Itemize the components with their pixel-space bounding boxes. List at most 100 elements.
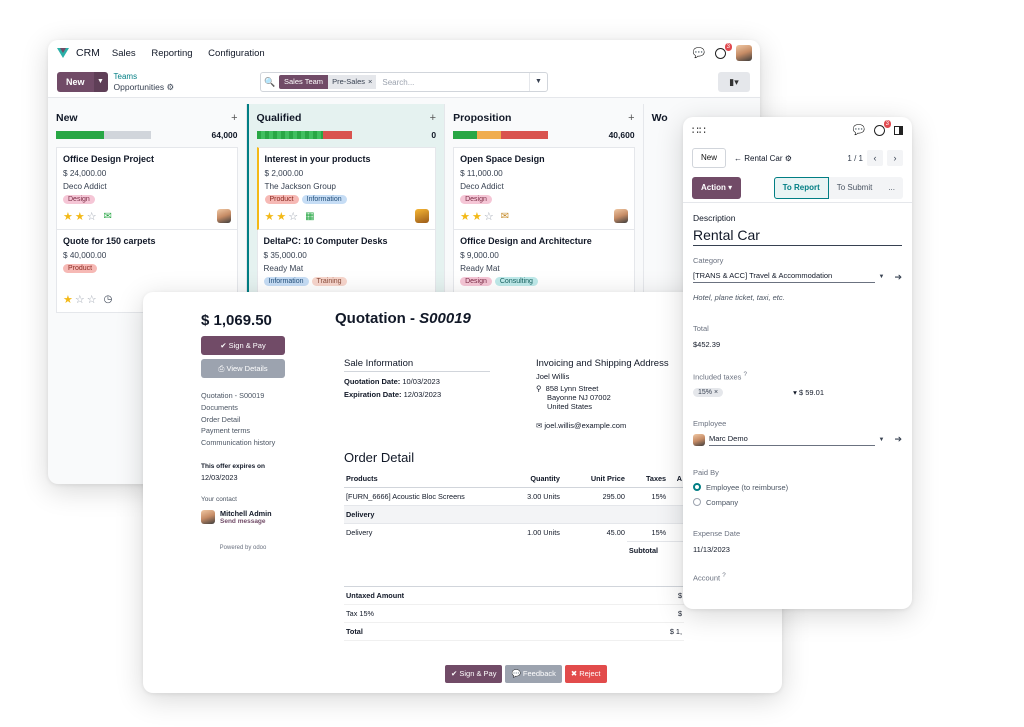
pager-next-button[interactable]: › bbox=[887, 150, 903, 166]
tag: Information bbox=[263, 277, 309, 286]
col-unit-price: Unit Price bbox=[561, 470, 627, 488]
step-to-report[interactable]: To Report bbox=[773, 176, 829, 199]
nav-link-payment-terms[interactable]: Payment terms bbox=[201, 426, 251, 436]
tax-tag[interactable]: 15% × bbox=[693, 387, 724, 397]
caret-down-icon[interactable]: ▼ bbox=[878, 436, 885, 443]
star-empty-icon[interactable]: ☆ bbox=[288, 211, 299, 223]
totals-block: Untaxed Amount $ Tax 15% $ Total $ 1, bbox=[344, 586, 684, 641]
star-icon[interactable]: ★ bbox=[264, 211, 275, 223]
salesperson-avatar[interactable] bbox=[415, 209, 430, 223]
step-more[interactable]: ... bbox=[888, 182, 895, 192]
view-details-button[interactable]: ⎙ View Details bbox=[201, 359, 285, 378]
tag: Product bbox=[63, 264, 98, 273]
menu-configuration[interactable]: Configuration bbox=[208, 47, 265, 59]
kanban-card[interactable]: Interest in your products $ 2,000.00 The… bbox=[256, 147, 437, 230]
customer-email[interactable]: joel.willis@example.com bbox=[544, 421, 627, 430]
nav-link-quotation[interactable]: Quotation - S00019 bbox=[201, 391, 265, 400]
powered-by[interactable]: Powered by odoo bbox=[219, 544, 267, 551]
gear-icon[interactable]: ⚙ bbox=[166, 81, 175, 92]
star-icon[interactable]: ★ bbox=[276, 211, 287, 223]
caret-down-icon[interactable]: ▼ bbox=[878, 274, 885, 280]
star-empty-icon[interactable]: ☆ bbox=[86, 211, 97, 223]
nav-link-order-detail[interactable]: Order Detail bbox=[201, 414, 241, 424]
tag: Information bbox=[301, 195, 347, 204]
activity-clock-icon[interactable]: 3 bbox=[715, 42, 732, 59]
pager-prev-button[interactable]: ‹ bbox=[867, 150, 883, 166]
total-field[interactable]: $452.39 bbox=[693, 340, 721, 349]
action-button[interactable]: Action ▾ bbox=[692, 176, 742, 199]
clock-icon[interactable]: ◷ bbox=[103, 294, 113, 305]
employee-field[interactable]: Marc Demo bbox=[709, 434, 875, 446]
send-message-link[interactable]: Send message bbox=[220, 517, 266, 525]
salesperson-avatar[interactable] bbox=[613, 209, 628, 223]
column-progress[interactable]: 64,000 bbox=[56, 130, 238, 140]
paid-by-company-radio[interactable]: Company bbox=[693, 498, 902, 507]
new-button-label[interactable]: New bbox=[57, 71, 94, 92]
salesperson-avatar[interactable] bbox=[216, 209, 231, 223]
help-tooltip-icon[interactable]: ? bbox=[722, 571, 726, 579]
star-icon[interactable]: ★ bbox=[63, 294, 73, 306]
col-products: Products bbox=[344, 470, 499, 488]
kanban-card[interactable]: Office Design Project $ 24,000.00 Deco A… bbox=[56, 147, 238, 230]
search-input[interactable]: Search... bbox=[382, 77, 415, 87]
user-avatar[interactable] bbox=[736, 45, 752, 61]
chat-icon[interactable]: 💬 bbox=[692, 47, 705, 59]
category-field[interactable]: [TRANS & ACC] Travel & Accommodation bbox=[693, 271, 875, 283]
sign-pay-button[interactable]: ✔ Sign & Pay bbox=[201, 336, 285, 355]
internal-link-icon[interactable]: ➔ bbox=[894, 271, 902, 282]
pager-value: 1 / 1 bbox=[847, 153, 863, 163]
chat-icon[interactable]: 💬 bbox=[852, 124, 865, 136]
star-empty-icon[interactable]: ☆ bbox=[483, 211, 494, 223]
paid-by-employee-radio[interactable]: Employee (to reimburse) bbox=[693, 483, 902, 492]
apps-grid-icon[interactable]: ∷∷ bbox=[692, 124, 706, 137]
sidebar-toggle-icon[interactable] bbox=[894, 125, 903, 135]
menu-sales[interactable]: Sales bbox=[111, 47, 136, 59]
feedback-button[interactable]: 💬 Feedback bbox=[505, 665, 562, 683]
new-button[interactable]: New ▼ bbox=[57, 71, 108, 92]
description-input[interactable]: Rental Car bbox=[693, 227, 902, 246]
envelope-icon[interactable]: ✉ bbox=[500, 211, 510, 222]
star-icon[interactable]: ★ bbox=[74, 211, 85, 223]
quotation-title: Quotation - S00019 bbox=[335, 310, 471, 327]
search-facet-value[interactable]: Pre-Sales × bbox=[328, 75, 377, 89]
star-empty-icon[interactable]: ☆ bbox=[86, 294, 97, 306]
column-progress[interactable]: 0 bbox=[256, 130, 436, 140]
internal-link-icon[interactable]: ➔ bbox=[894, 434, 902, 444]
reject-button[interactable]: ✖ Reject bbox=[564, 665, 607, 683]
quick-create-icon[interactable]: + bbox=[231, 112, 238, 124]
star-icon[interactable]: ★ bbox=[460, 211, 470, 223]
new-button[interactable]: New bbox=[692, 148, 727, 168]
star-icon[interactable]: ★ bbox=[63, 211, 73, 223]
star-empty-icon[interactable]: ☆ bbox=[74, 294, 85, 306]
help-tooltip-icon[interactable]: ? bbox=[743, 371, 747, 378]
bottom-sign-pay-button[interactable]: ✔ Sign & Pay bbox=[445, 665, 503, 683]
sheet-icon[interactable]: ▦ bbox=[305, 211, 315, 222]
gear-icon[interactable]: ⚙ bbox=[784, 153, 792, 163]
step-to-submit[interactable]: To Submit bbox=[836, 182, 873, 192]
tag-remove-icon[interactable]: × bbox=[713, 388, 719, 396]
quick-create-icon[interactable]: + bbox=[628, 112, 635, 124]
nav-link-communication[interactable]: Communication history bbox=[201, 438, 276, 448]
kanban-card[interactable]: Open Space Design $ 11,000.00 Deco Addic… bbox=[453, 147, 635, 230]
app-name[interactable]: CRM bbox=[76, 47, 100, 59]
back-arrow-icon[interactable]: ← bbox=[734, 153, 743, 163]
quick-create-icon[interactable]: + bbox=[429, 112, 437, 124]
column-progress[interactable]: 40,600 bbox=[453, 130, 635, 140]
breadcrumb-teams[interactable]: Teams bbox=[113, 71, 138, 81]
menu-reporting[interactable]: Reporting bbox=[151, 47, 193, 59]
expense-date-field[interactable]: 11/13/2023 bbox=[693, 544, 730, 554]
envelope-icon[interactable]: ✉ bbox=[103, 211, 113, 222]
table-row: Delivery 1.00 Units 45.00 15% bbox=[346, 528, 667, 538]
new-dropdown-toggle[interactable]: ▼ bbox=[93, 71, 108, 92]
facet-remove-icon[interactable]: × bbox=[368, 77, 373, 86]
search-bar[interactable]: 🔍 Sales Team Pre-Sales × Search... ▼ bbox=[260, 72, 548, 92]
expense-date-label: Expense Date bbox=[693, 528, 741, 538]
activity-clock-icon[interactable]: 3 bbox=[874, 119, 891, 136]
view-switcher-button[interactable]: ▮▾ bbox=[718, 72, 750, 92]
card-title: Interest in your products bbox=[264, 154, 371, 164]
expense-window: ∷∷ 💬 3 New ← Rental Car ⚙ 1 / 1 ‹ › Acti… bbox=[683, 117, 912, 609]
nav-link-documents[interactable]: Documents bbox=[201, 402, 238, 412]
crm-logo-icon[interactable] bbox=[56, 46, 70, 60]
star-icon[interactable]: ★ bbox=[471, 211, 482, 223]
search-options-toggle[interactable]: ▼ bbox=[529, 73, 547, 91]
